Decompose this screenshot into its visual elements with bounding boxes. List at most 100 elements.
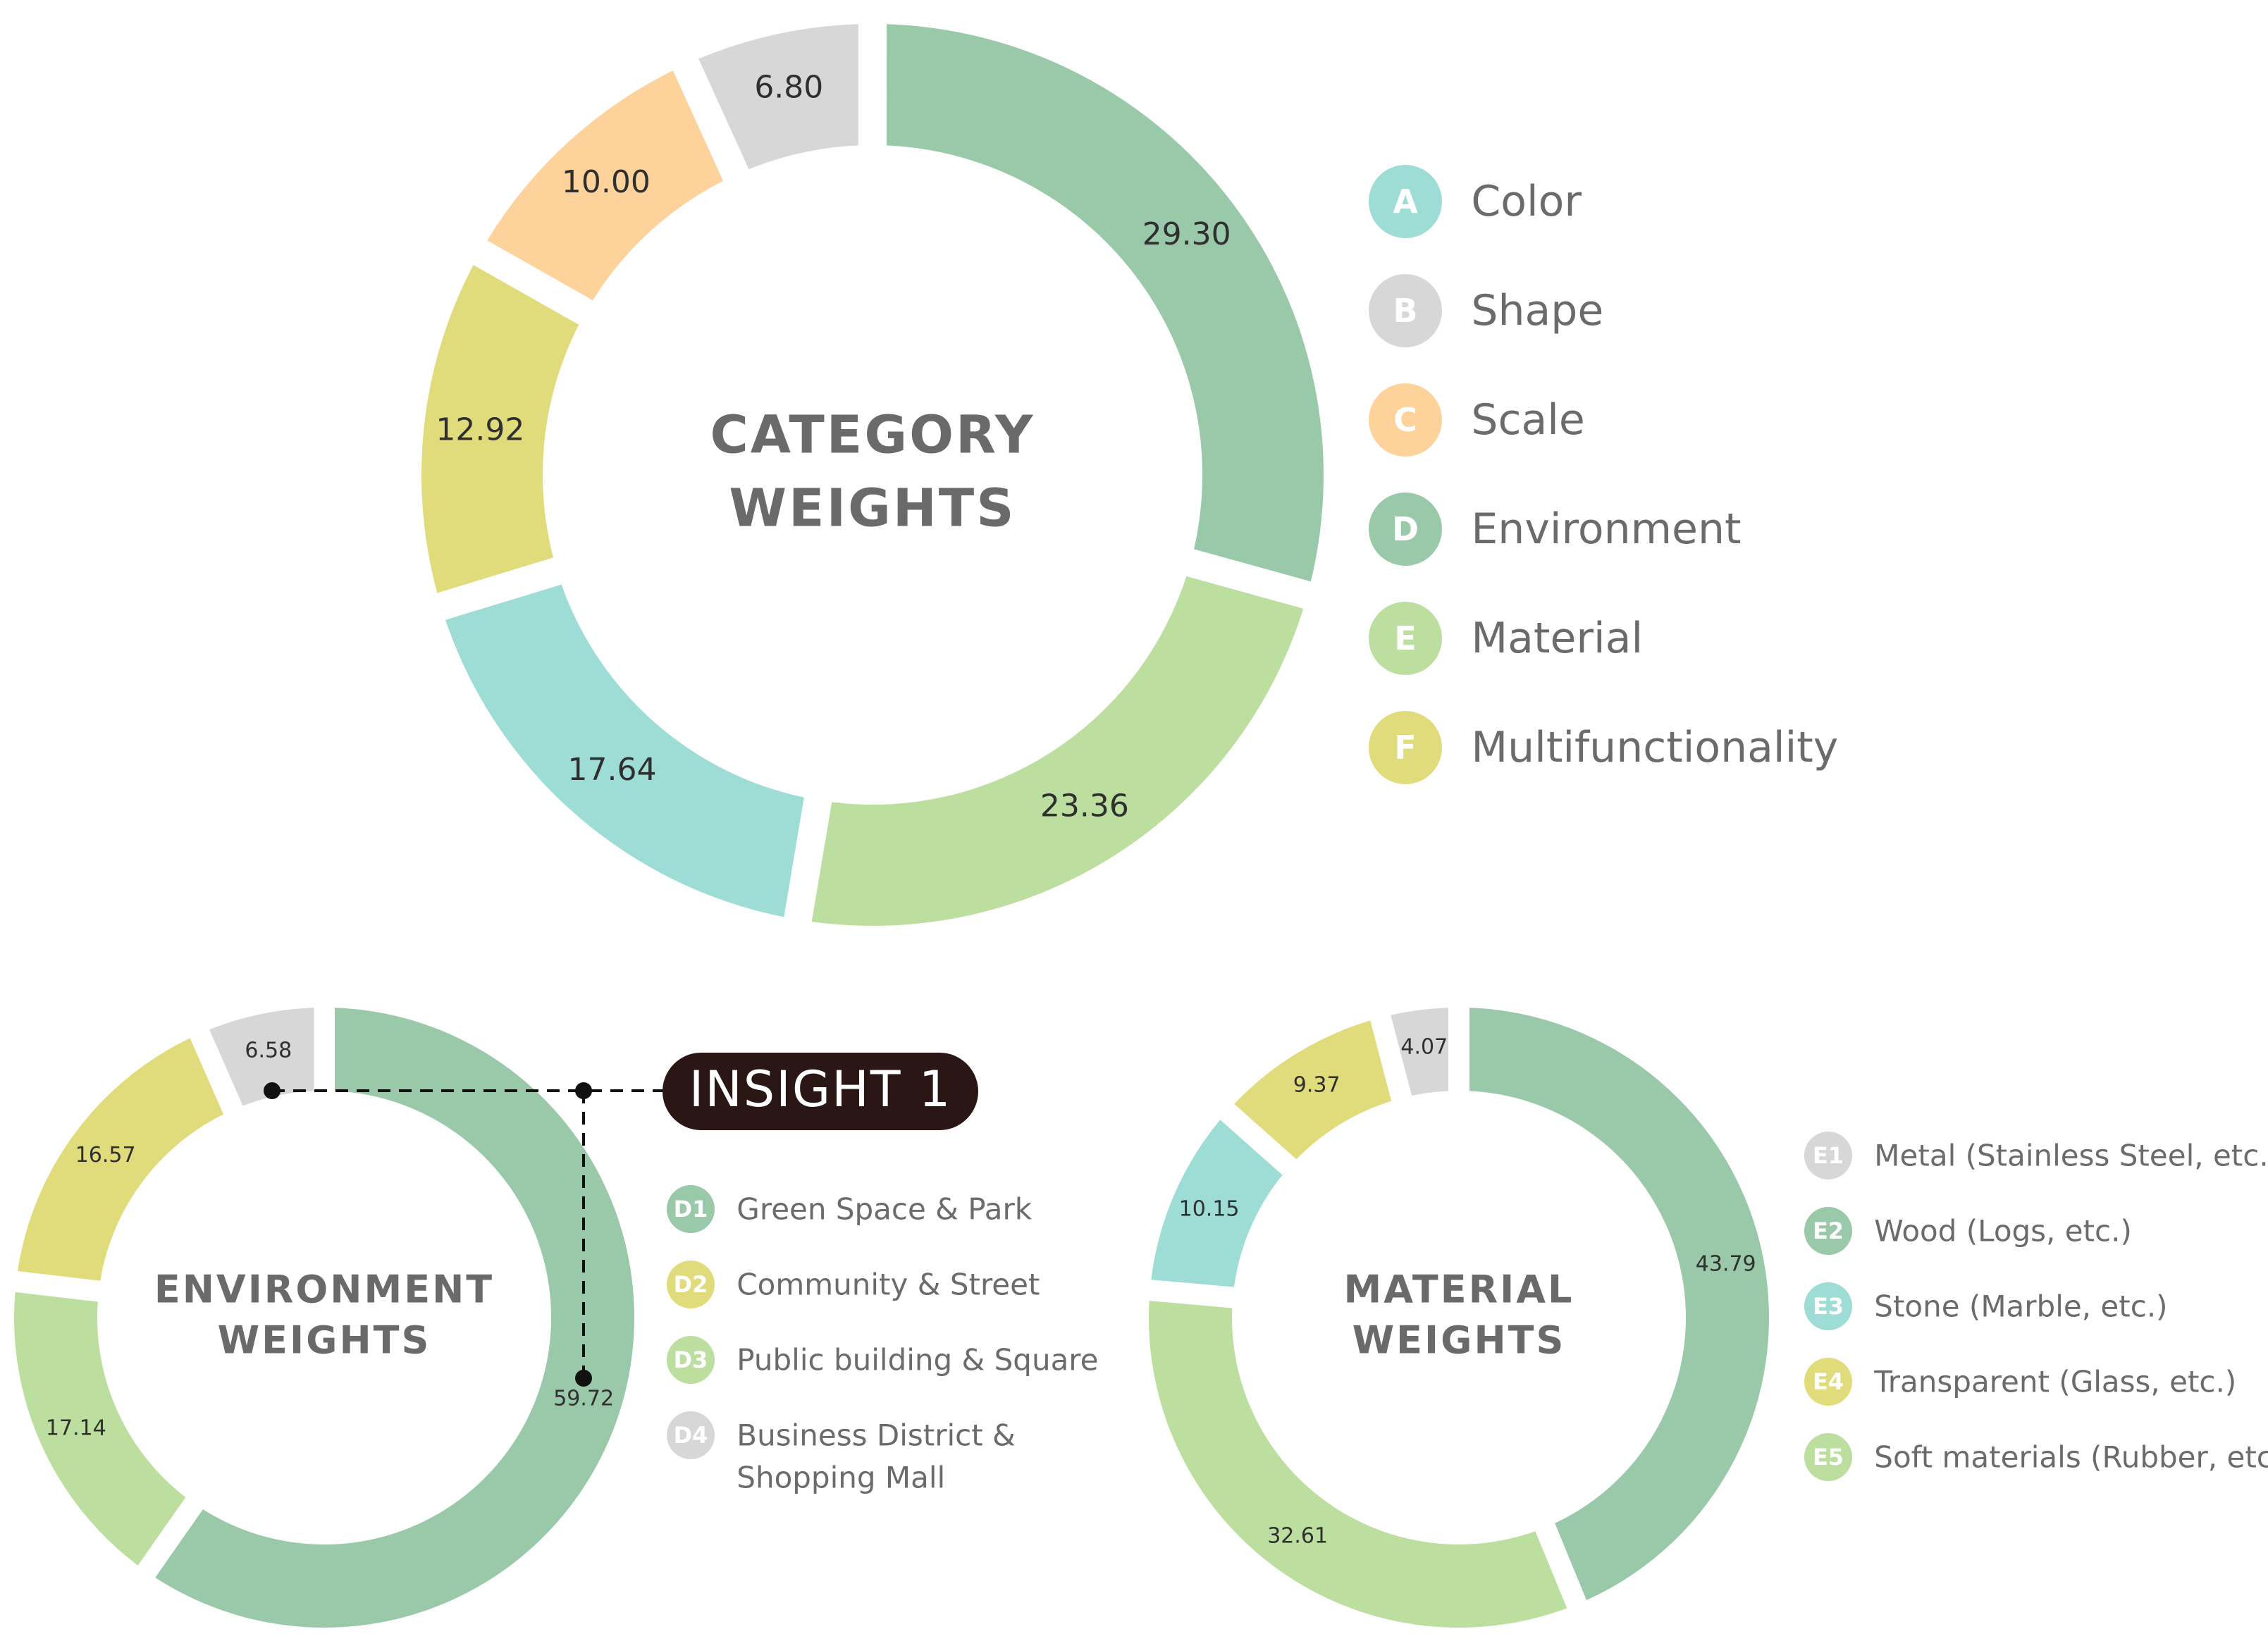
legend-badge — [667, 1411, 715, 1459]
slice-label-e4: 9.37 — [1293, 1072, 1341, 1097]
legend-item: E5 Soft materials (Rubber, etc.) — [1804, 1433, 2268, 1481]
slice-e3 — [1151, 1120, 1283, 1287]
slice-label-e3: 10.15 — [1179, 1197, 1240, 1222]
insight-pill — [662, 1053, 978, 1130]
slice-label-d2: 16.57 — [75, 1143, 136, 1168]
legend-item: E3 Stone (Marble, etc.) — [1804, 1282, 2168, 1330]
legend-badge — [1369, 602, 1442, 675]
slice-label-d1: 59.72 — [553, 1386, 614, 1411]
legend-item: D1 Green Space & Park — [667, 1185, 1033, 1233]
legend-item: D2 Community & Street — [667, 1261, 1040, 1308]
slice-e5 — [1149, 1301, 1567, 1628]
legend-label: Transparent (Glass, etc.) — [1873, 1365, 2236, 1399]
legend-badge-text: E — [1394, 619, 1416, 657]
legend-label: Green Space & Park — [737, 1192, 1032, 1227]
slice-d — [886, 24, 1324, 582]
legend-badge — [1804, 1207, 1852, 1255]
insight-dot — [575, 1370, 592, 1387]
legend-item: E4 Transparent (Glass, etc.) — [1804, 1358, 2236, 1406]
slice-d4 — [209, 1008, 314, 1106]
legend-badge-text: D3 — [674, 1346, 708, 1373]
legend-item: E Material — [1369, 602, 1643, 675]
slice-label-d: 29.30 — [1142, 216, 1231, 252]
legend-badge — [667, 1185, 715, 1233]
slice-label-d3: 17.14 — [46, 1416, 106, 1441]
slice-e1 — [1391, 1008, 1449, 1096]
legend-label: Soft materials (Rubber, etc.) — [1874, 1440, 2268, 1475]
slice-label-c: 10.00 — [562, 164, 651, 200]
legend-item: A Color — [1369, 165, 1582, 238]
slice-label-a: 17.64 — [568, 752, 657, 788]
slice-a — [445, 584, 804, 917]
slice-d3 — [13, 1292, 186, 1566]
slice-c — [487, 70, 724, 301]
legend-label: Wood (Logs, etc.) — [1874, 1214, 2132, 1249]
legend-label: Color — [1471, 177, 1582, 226]
chart-title: CATEGORY — [710, 405, 1035, 466]
legend-item: B Shape — [1369, 274, 1603, 347]
legend-label: Business District & — [737, 1418, 1016, 1453]
legend-badge — [1804, 1282, 1852, 1330]
slice-label-e: 23.36 — [1040, 788, 1129, 824]
legend-badge-text: D4 — [674, 1422, 708, 1449]
chart-title: WEIGHTS — [729, 478, 1016, 539]
insight-dot — [264, 1082, 281, 1099]
legend-label: Community & Street — [737, 1268, 1040, 1302]
legend-badge-text: E5 — [1813, 1444, 1844, 1470]
legend-badge — [1369, 165, 1442, 238]
legend-label: Material — [1471, 614, 1643, 663]
slice-label-d4: 6.58 — [245, 1039, 292, 1063]
insight-label: INSIGHT 1 — [689, 1060, 952, 1118]
legend-badge — [1369, 493, 1442, 566]
legend-badge — [1804, 1358, 1852, 1406]
chart-title: ENVIRONMENT — [154, 1268, 494, 1312]
chart-title: WEIGHTS — [1352, 1318, 1566, 1363]
legend-badge — [667, 1261, 715, 1308]
slice-label-e1: 4.07 — [1400, 1035, 1448, 1060]
legend-item: D3 Public building & Square — [667, 1336, 1098, 1384]
slice-e4 — [1234, 1020, 1392, 1160]
legend-label: Shopping Mall — [737, 1461, 945, 1495]
chart-title: WEIGHTS — [218, 1318, 431, 1363]
legend-label: Shape — [1471, 286, 1603, 335]
legend-label: Multifunctionality — [1471, 723, 1838, 772]
legend-item: D4 Business District & Shopping Mall — [667, 1411, 1016, 1495]
slice-b — [698, 24, 859, 170]
legend-badge-text: B — [1393, 292, 1417, 330]
slice-d1 — [155, 1008, 635, 1628]
slice-e — [811, 576, 1304, 926]
legend-badge — [1804, 1132, 1852, 1179]
slice-e2 — [1469, 1008, 1770, 1601]
legend-item: C Scale — [1369, 383, 1585, 457]
slice-label-e2: 43.79 — [1696, 1252, 1756, 1277]
legend-badge-text: E3 — [1813, 1293, 1844, 1320]
legend-item: F Multifunctionality — [1369, 711, 1838, 784]
environment-weights-legend: D1 Green Space & Park D2 Community & Street… — [667, 1185, 1098, 1495]
slice-d2 — [17, 1038, 224, 1281]
legend-item: D Environment — [1369, 493, 1742, 566]
material-weights-legend: E1 Metal (Stainless Steel, etc.) E2 Wood (L… — [1804, 1132, 2268, 1481]
insight-dot — [575, 1082, 592, 1099]
legend-item: E2 Wood (Logs, etc.) — [1804, 1207, 2132, 1255]
insight-callout: INSIGHT 1 — [264, 1053, 978, 1387]
legend-badge — [1369, 274, 1442, 347]
legend-badge — [1369, 383, 1442, 457]
legend-badge — [1804, 1433, 1852, 1481]
legend-badge — [667, 1336, 715, 1384]
slice-f — [421, 265, 579, 593]
slice-label-f: 12.92 — [436, 412, 524, 448]
legend-label: Environment — [1471, 504, 1741, 554]
legend-badge — [1369, 711, 1442, 784]
legend-badge-text: E4 — [1813, 1368, 1844, 1395]
environment-weights-donut: 59.72 17.14 16.57 6.58 ENVIRONMENT WEIGHTS — [13, 1008, 635, 1628]
legend-badge-text: D1 — [674, 1196, 708, 1222]
category-weights-legend: A Color B Shape C Scale D Environment E Material F… — [1369, 165, 1838, 784]
legend-badge-text: C — [1393, 401, 1417, 439]
category-weights-donut: 29.30 23.36 17.64 12.92 10.00 6.80 CATEGORY WEI… — [421, 24, 1324, 926]
legend-badge-text: F — [1394, 729, 1416, 767]
legend-badge-text: E1 — [1813, 1142, 1844, 1169]
legend-badge-text: E2 — [1813, 1218, 1844, 1244]
legend-label: Stone (Marble, etc.) — [1874, 1289, 2167, 1324]
chart-title: MATERIAL — [1344, 1268, 1574, 1312]
